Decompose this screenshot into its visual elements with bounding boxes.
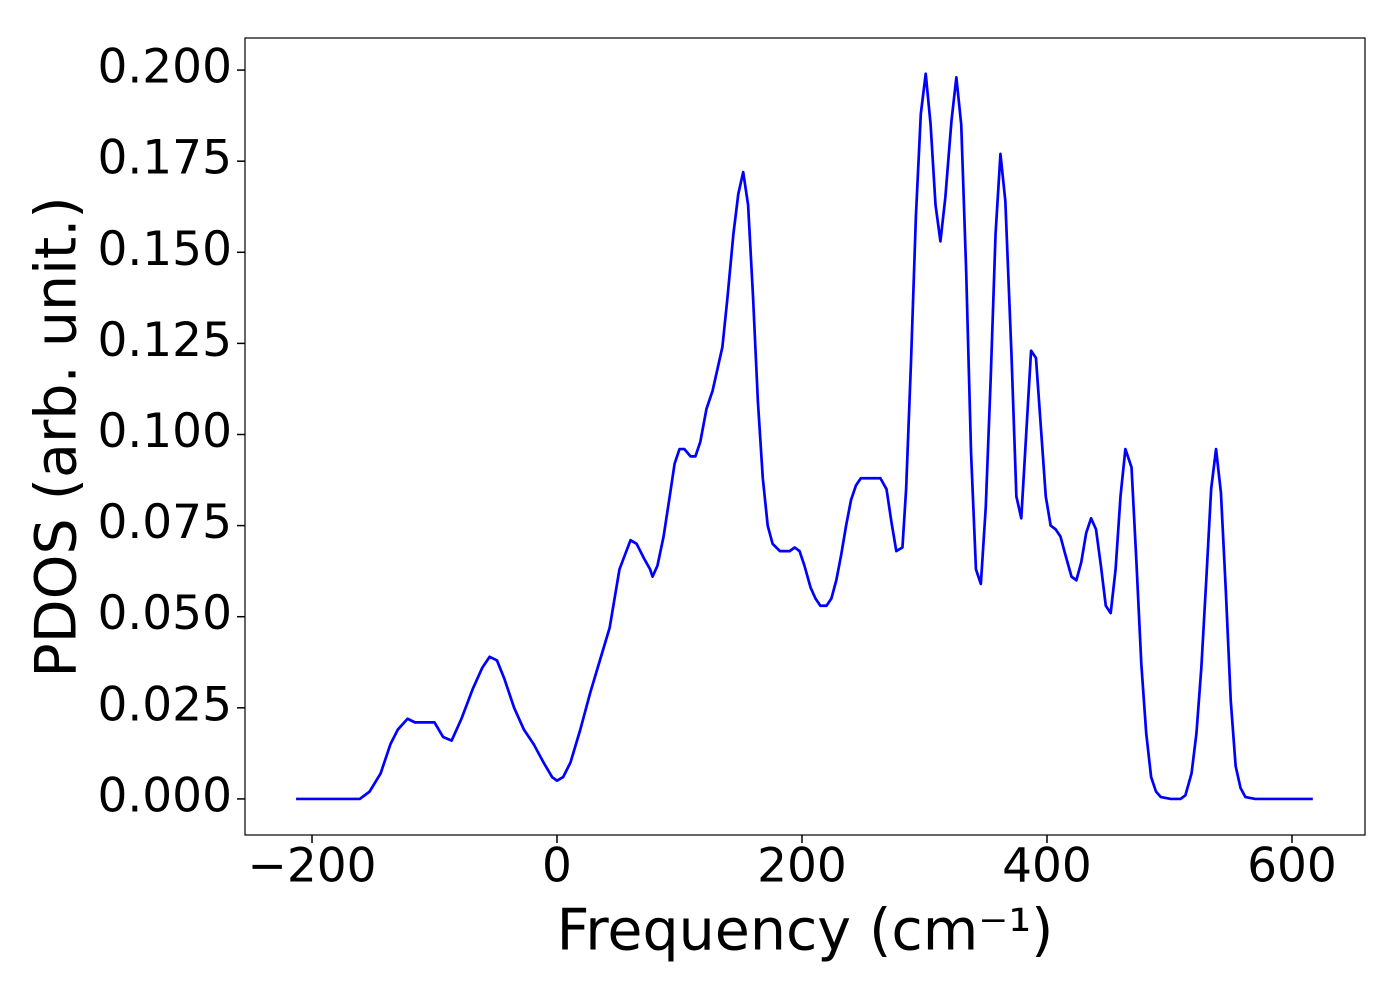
data-line — [296, 72, 1313, 801]
x-tick-label: 600 — [1247, 839, 1337, 894]
x-tick-label: 400 — [1002, 839, 1092, 894]
y-tick-label: 0.100 — [97, 404, 232, 459]
y-axis-label: PDOS (arb. unit.) — [24, 196, 90, 677]
y-tick-label: 0.125 — [97, 313, 232, 368]
x-tick-label: 200 — [757, 839, 847, 894]
y-tick-label: 0.000 — [97, 768, 232, 823]
x-tick-label: −200 — [247, 839, 376, 894]
y-tick-label: 0.075 — [97, 495, 232, 550]
y-tick-label: 0.150 — [97, 222, 232, 277]
y-tick-label: 0.200 — [97, 40, 232, 95]
y-tick-label: 0.050 — [97, 586, 232, 641]
x-axis-label: Frequency (cm⁻¹) — [557, 898, 1054, 964]
plot-frame — [244, 37, 1366, 836]
y-tick-label: 0.025 — [97, 677, 232, 732]
y-tick-label: 0.175 — [97, 131, 232, 186]
x-tick-label: 0 — [542, 839, 572, 894]
